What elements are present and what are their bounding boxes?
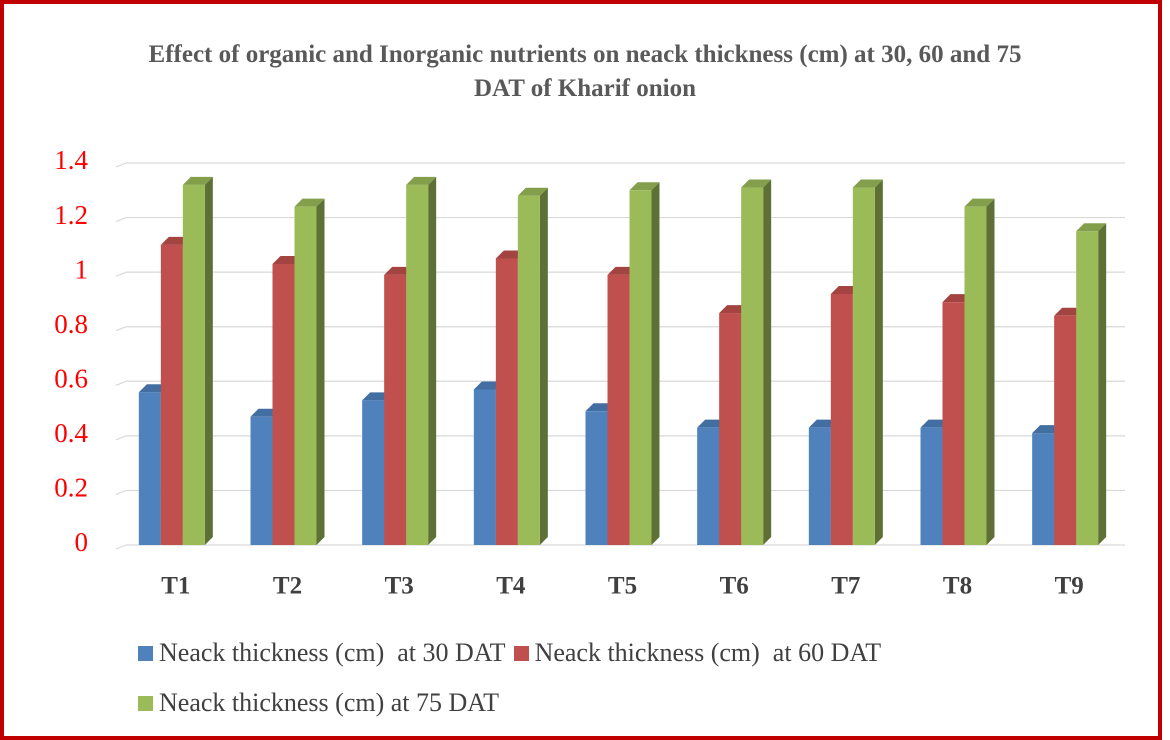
tick-mark bbox=[115, 217, 127, 223]
y-tick-label: 0.4 bbox=[54, 418, 88, 448]
bar-front bbox=[585, 411, 608, 545]
bar-front bbox=[182, 184, 205, 546]
bar bbox=[629, 182, 660, 546]
tick-mark bbox=[115, 271, 127, 277]
bar-front bbox=[719, 313, 742, 545]
bar-front bbox=[272, 263, 295, 545]
bar-front bbox=[473, 389, 496, 545]
x-tick-label: T1 bbox=[161, 573, 190, 600]
bar bbox=[964, 198, 995, 545]
x-tick-label: T5 bbox=[608, 573, 637, 600]
bar-front bbox=[629, 190, 652, 546]
bar-front bbox=[495, 258, 518, 545]
bar-front bbox=[250, 416, 273, 545]
bar-top bbox=[852, 179, 883, 188]
bar-front bbox=[517, 195, 540, 545]
bar-side bbox=[428, 176, 437, 546]
bar bbox=[741, 179, 772, 546]
legend-swatch bbox=[138, 645, 153, 661]
bar-side bbox=[204, 176, 213, 546]
bar-front bbox=[697, 427, 720, 545]
bar-front bbox=[1054, 315, 1077, 545]
bar bbox=[182, 176, 213, 546]
x-tick-label: T2 bbox=[273, 573, 302, 600]
bar-front bbox=[160, 244, 183, 545]
legend-swatch bbox=[513, 645, 529, 661]
bar-front bbox=[406, 184, 429, 546]
bar bbox=[1076, 223, 1107, 545]
bar-top bbox=[517, 187, 548, 196]
bar-front bbox=[830, 293, 853, 545]
legend-item: Neack thickness (cm) at 75 DAT bbox=[138, 684, 499, 722]
legend-swatch bbox=[138, 695, 153, 711]
bar-top bbox=[964, 198, 995, 207]
bar-front bbox=[852, 187, 875, 546]
legend-item: Neack thickness (cm) at 60 DAT bbox=[513, 634, 882, 672]
bar-front bbox=[920, 427, 943, 545]
bar-top bbox=[406, 176, 437, 185]
bar bbox=[517, 187, 548, 545]
bar-front bbox=[1032, 433, 1055, 545]
x-tick-label: T6 bbox=[720, 573, 749, 600]
tick-mark bbox=[115, 380, 127, 386]
bar-side bbox=[763, 179, 772, 546]
bar-front bbox=[942, 302, 965, 545]
bar-front bbox=[1076, 231, 1099, 545]
tick-mark bbox=[115, 326, 127, 332]
bar-front bbox=[964, 206, 987, 545]
y-tick-label: 1.4 bbox=[54, 145, 88, 175]
y-tick-label: 1.2 bbox=[54, 200, 88, 230]
bar-side bbox=[874, 179, 883, 546]
legend-label: Neack thickness (cm) at 60 DAT bbox=[534, 638, 882, 667]
bar-front bbox=[607, 274, 630, 545]
tick-mark bbox=[115, 489, 127, 495]
bar-front bbox=[362, 400, 385, 545]
tick-mark bbox=[115, 544, 127, 550]
bar-top bbox=[182, 176, 213, 185]
bar-side bbox=[986, 198, 995, 545]
x-tick-label: T9 bbox=[1055, 573, 1084, 600]
bar-front bbox=[808, 427, 831, 545]
bar-front bbox=[741, 187, 764, 546]
legend-item: Neack thickness (cm) at 30 DAT bbox=[138, 634, 506, 672]
y-tick-label: 0.8 bbox=[54, 309, 88, 339]
bar-front bbox=[138, 392, 161, 545]
bar bbox=[406, 176, 437, 546]
bar-top bbox=[294, 198, 325, 207]
y-tick-label: 1 bbox=[75, 254, 89, 284]
bar-front bbox=[294, 206, 317, 545]
x-tick-label: T8 bbox=[943, 573, 972, 600]
bar-top bbox=[741, 179, 772, 188]
y-tick-label: 0 bbox=[75, 527, 89, 557]
bar-front bbox=[384, 274, 407, 545]
tick-mark bbox=[115, 162, 127, 168]
x-tick-label: T7 bbox=[831, 573, 860, 600]
bar-side bbox=[651, 182, 660, 546]
x-tick-label: T4 bbox=[496, 573, 526, 600]
bar-side bbox=[539, 187, 548, 545]
legend-label: Neack thickness (cm) at 30 DAT bbox=[159, 638, 506, 667]
bar-top bbox=[1076, 223, 1107, 232]
legend-label: Neack thickness (cm) at 75 DAT bbox=[159, 688, 500, 717]
bar bbox=[852, 179, 883, 546]
bar-side bbox=[316, 198, 325, 545]
y-tick-label: 0.6 bbox=[54, 363, 88, 393]
legend: Neack thickness (cm) at 30 DAT Neack thic… bbox=[138, 634, 1068, 722]
y-tick-label: 0.2 bbox=[54, 473, 88, 503]
bar bbox=[294, 198, 325, 545]
x-tick-label: T3 bbox=[385, 573, 414, 600]
bar-side bbox=[1098, 223, 1107, 545]
tick-mark bbox=[115, 435, 127, 441]
bar-top bbox=[629, 182, 660, 191]
chart-title: Effect of organic and Inorganic nutrient… bbox=[148, 41, 1022, 102]
